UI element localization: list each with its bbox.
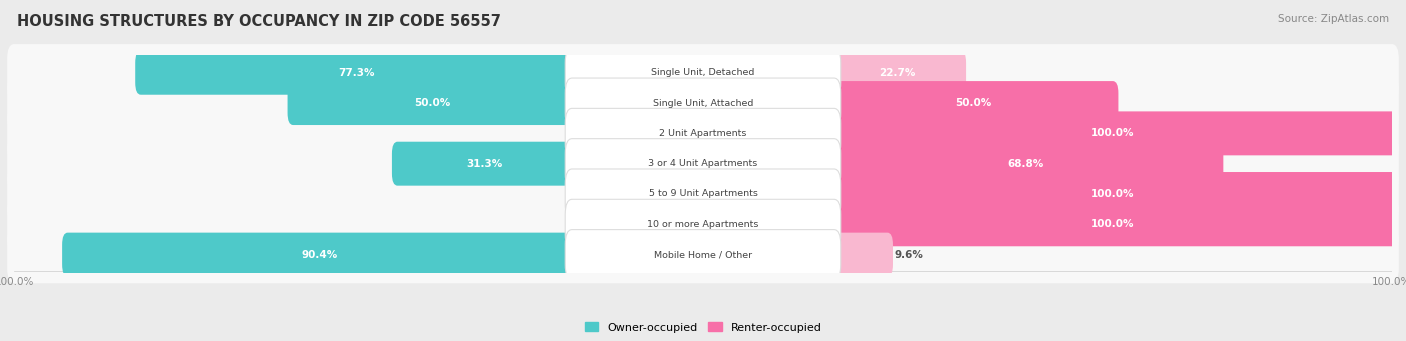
- FancyBboxPatch shape: [565, 108, 841, 158]
- FancyBboxPatch shape: [565, 139, 841, 189]
- Text: 100.0%: 100.0%: [1091, 189, 1135, 199]
- Text: 31.3%: 31.3%: [467, 159, 503, 169]
- FancyBboxPatch shape: [565, 229, 841, 280]
- FancyBboxPatch shape: [62, 233, 578, 277]
- Text: 90.4%: 90.4%: [302, 250, 337, 260]
- Text: 100.0%: 100.0%: [1091, 219, 1135, 229]
- FancyBboxPatch shape: [828, 112, 1398, 155]
- FancyBboxPatch shape: [565, 199, 841, 249]
- Text: 3 or 4 Unit Apartments: 3 or 4 Unit Apartments: [648, 159, 758, 168]
- Text: 9.6%: 9.6%: [894, 250, 924, 260]
- Text: Single Unit, Attached: Single Unit, Attached: [652, 99, 754, 107]
- Text: Source: ZipAtlas.com: Source: ZipAtlas.com: [1278, 14, 1389, 24]
- FancyBboxPatch shape: [7, 226, 1399, 283]
- FancyBboxPatch shape: [392, 142, 578, 186]
- Text: 50.0%: 50.0%: [955, 98, 991, 108]
- FancyBboxPatch shape: [565, 78, 841, 128]
- FancyBboxPatch shape: [565, 48, 841, 98]
- Text: 77.3%: 77.3%: [339, 68, 374, 78]
- FancyBboxPatch shape: [7, 196, 1399, 253]
- Text: 68.8%: 68.8%: [1008, 159, 1045, 169]
- Legend: Owner-occupied, Renter-occupied: Owner-occupied, Renter-occupied: [581, 318, 825, 337]
- FancyBboxPatch shape: [7, 44, 1399, 101]
- FancyBboxPatch shape: [565, 169, 841, 219]
- Text: 10 or more Apartments: 10 or more Apartments: [647, 220, 759, 229]
- Text: HOUSING STRUCTURES BY OCCUPANCY IN ZIP CODE 56557: HOUSING STRUCTURES BY OCCUPANCY IN ZIP C…: [17, 14, 501, 29]
- FancyBboxPatch shape: [7, 74, 1399, 132]
- FancyBboxPatch shape: [135, 51, 578, 95]
- Text: 2 Unit Apartments: 2 Unit Apartments: [659, 129, 747, 138]
- Text: 5 to 9 Unit Apartments: 5 to 9 Unit Apartments: [648, 190, 758, 198]
- Text: 100.0%: 100.0%: [1091, 128, 1135, 138]
- FancyBboxPatch shape: [828, 202, 1398, 246]
- Text: 22.7%: 22.7%: [879, 68, 915, 78]
- FancyBboxPatch shape: [828, 172, 1398, 216]
- FancyBboxPatch shape: [828, 81, 1118, 125]
- FancyBboxPatch shape: [7, 165, 1399, 223]
- Text: Single Unit, Detached: Single Unit, Detached: [651, 68, 755, 77]
- FancyBboxPatch shape: [828, 142, 1223, 186]
- FancyBboxPatch shape: [7, 105, 1399, 162]
- FancyBboxPatch shape: [288, 81, 578, 125]
- Text: 50.0%: 50.0%: [415, 98, 451, 108]
- FancyBboxPatch shape: [7, 135, 1399, 192]
- Text: Mobile Home / Other: Mobile Home / Other: [654, 250, 752, 259]
- FancyBboxPatch shape: [828, 233, 893, 277]
- FancyBboxPatch shape: [828, 51, 966, 95]
